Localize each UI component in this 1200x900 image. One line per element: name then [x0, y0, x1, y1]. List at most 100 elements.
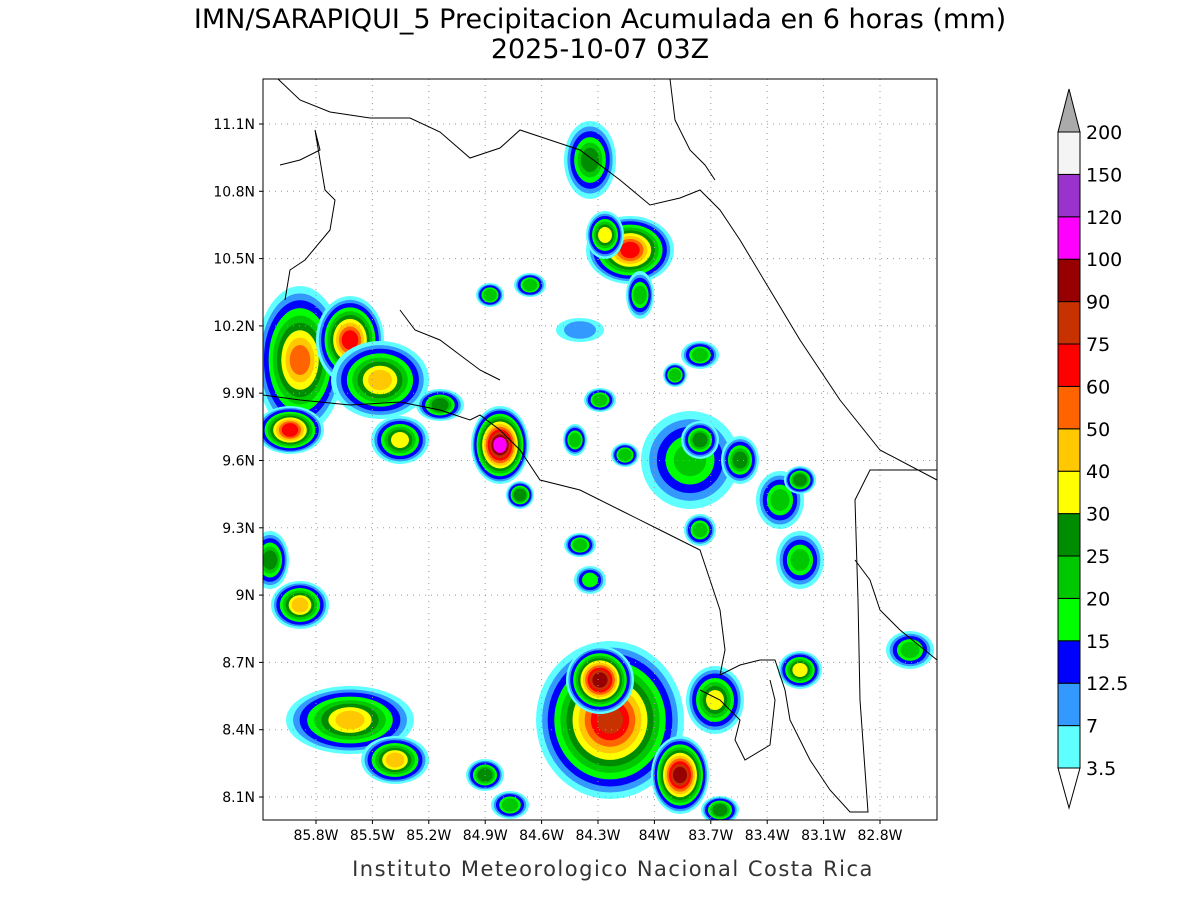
- colorbar-bin: [1057, 131, 1081, 175]
- lat-tick-label: 8.1N: [222, 790, 255, 806]
- colorbar-bin: [1057, 513, 1081, 557]
- precip-contour: [633, 285, 647, 305]
- colorbar-label: 40: [1086, 461, 1110, 483]
- colorbar-under: [1057, 767, 1081, 810]
- precip-contour: [391, 432, 409, 448]
- subtitle: 2025-10-07 03Z: [491, 34, 709, 65]
- precip-contour: [263, 550, 278, 570]
- lon-tick-label: 83.1W: [801, 828, 846, 844]
- lon-tick-label: 82.8W: [857, 828, 902, 844]
- colorbar-bin: [1057, 597, 1081, 642]
- colorbar-label: 12.5: [1086, 673, 1128, 695]
- colorbar-label: 150: [1086, 164, 1122, 186]
- colorbar-label: 75: [1086, 334, 1110, 356]
- precip-contour: [732, 451, 748, 469]
- precip-contour: [291, 597, 309, 613]
- precip-contour: [592, 672, 608, 688]
- precip-contour: [706, 690, 724, 710]
- precip-contour: [572, 538, 588, 552]
- colorbar-label: 60: [1086, 376, 1110, 398]
- colorbar-bin: [1057, 725, 1081, 769]
- map-frame: [262, 78, 938, 821]
- colorbar-bin: [1057, 470, 1081, 515]
- lat-tick-label: 10.8N: [213, 184, 255, 200]
- precip-contour: [493, 437, 507, 453]
- colorbar-bin: [1057, 640, 1081, 684]
- colorbar-bin: [1057, 555, 1081, 599]
- colorbar: 3.5 7 12.5 15 20 25 30 40 50 60 75 90 100 120 150 200: [1057, 88, 1128, 810]
- colorbar-label: 3.5: [1086, 758, 1116, 780]
- coastline: [399, 309, 501, 381]
- lat-tick-label: 9N: [236, 588, 255, 604]
- precip-contour: [770, 489, 790, 511]
- coastline: [279, 129, 336, 301]
- precip-contour: [483, 288, 497, 302]
- precip-contour: [335, 710, 365, 730]
- colorbar-over: [1057, 88, 1081, 133]
- grid: [259, 79, 937, 824]
- coastline: [699, 679, 776, 761]
- colorbar-bin: [1057, 682, 1081, 727]
- precip-contour: [385, 752, 405, 768]
- coastline: [669, 79, 716, 181]
- lon-tick-label: 83.4W: [745, 828, 790, 844]
- precip-contour: [792, 663, 808, 677]
- title: IMN/SARAPIQUI_5 Precipitacion Acumulada …: [194, 4, 1006, 35]
- colorbar-label: 120: [1086, 207, 1122, 229]
- precip-field: [263, 121, 934, 820]
- lon-tick-label: 84.3W: [575, 828, 620, 844]
- footer: Instituto Meteorologico Nacional Costa R…: [352, 857, 874, 881]
- colorbar-bin: [1057, 258, 1081, 303]
- precip-contour: [289, 344, 311, 376]
- colorbar-label: 20: [1086, 588, 1110, 610]
- colorbar-bin: [1057, 301, 1081, 345]
- precip-contour: [692, 522, 708, 538]
- precip-contour: [513, 488, 527, 502]
- colorbar-label: 200: [1086, 122, 1122, 144]
- lon-tick-label: 85.2W: [406, 828, 451, 844]
- precip-contour: [341, 330, 359, 350]
- lon-tick-label: 85.8W: [293, 828, 338, 844]
- precip-contour: [368, 369, 392, 391]
- lon-tick-label: 85.5W: [350, 828, 395, 844]
- lat-tick-label: 9.6N: [222, 454, 255, 470]
- lon-tick-label: 84.6W: [519, 828, 564, 844]
- lat-tick-label: 9.9N: [222, 386, 255, 402]
- precip-contour: [598, 227, 612, 243]
- precip-contour: [790, 549, 810, 571]
- precip-contour: [900, 641, 920, 659]
- precip-contour: [673, 766, 687, 784]
- precip-contour: [522, 278, 538, 292]
- precip-contour: [592, 393, 608, 407]
- colorbar-bin: [1057, 216, 1081, 260]
- coastline: [263, 394, 937, 813]
- colorbar-bin: [1057, 173, 1081, 218]
- precip-contour: [501, 798, 519, 812]
- lat-tick-label: 11.1N: [213, 117, 255, 133]
- precip-contour: [568, 432, 582, 448]
- lat-tick-label: 10.2N: [213, 319, 255, 335]
- precip-contour: [580, 147, 600, 173]
- lon-tick-label: 84W: [639, 828, 671, 844]
- colorbar-label: 30: [1086, 504, 1110, 526]
- colorbar-label: 7: [1086, 716, 1098, 738]
- precip-contour: [793, 473, 807, 487]
- lat-tick-label: 8.4N: [222, 723, 255, 739]
- precip-contour: [618, 448, 632, 462]
- lon-tick-label: 83.7W: [688, 828, 733, 844]
- coastline: [854, 559, 937, 661]
- colorbar-label: 90: [1086, 292, 1110, 314]
- precip-contour: [564, 321, 596, 339]
- colorbar-label: 15: [1086, 631, 1110, 653]
- lat-tick-label: 9.3N: [222, 521, 255, 537]
- colorbar-label: 25: [1086, 546, 1110, 568]
- lat-tick-label: 8.7N: [222, 655, 255, 671]
- colorbar-bin: [1057, 343, 1081, 387]
- precip-contour: [582, 572, 598, 588]
- colorbar-label: 50: [1086, 419, 1110, 441]
- colorbar-bin: [1057, 385, 1081, 430]
- lat-tick-label: 10.5N: [213, 252, 255, 268]
- precip-contour: [620, 241, 640, 259]
